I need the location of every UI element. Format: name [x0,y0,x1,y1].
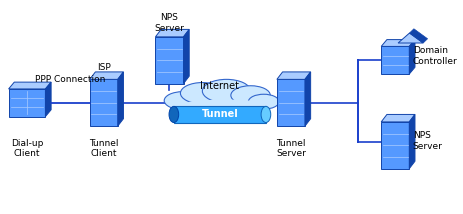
Ellipse shape [181,83,224,104]
Ellipse shape [178,100,270,112]
Polygon shape [183,29,189,84]
Polygon shape [9,82,51,89]
Text: ISP: ISP [97,63,111,72]
Ellipse shape [261,106,271,123]
Polygon shape [9,89,45,117]
Polygon shape [118,72,124,126]
Polygon shape [90,79,118,126]
Polygon shape [90,72,124,79]
Polygon shape [305,72,311,126]
Text: Tunnel: Tunnel [201,109,238,119]
Text: Dial-up
Client: Dial-up Client [11,139,43,158]
Ellipse shape [169,106,179,123]
Text: NPS
Server: NPS Server [413,131,443,151]
Text: Tunnel
Client: Tunnel Client [89,139,119,158]
Polygon shape [409,29,427,43]
Ellipse shape [202,79,250,103]
Polygon shape [381,46,409,74]
Ellipse shape [176,97,273,113]
Polygon shape [174,106,266,123]
Text: NPS
Server: NPS Server [155,13,184,33]
Polygon shape [409,40,415,74]
Ellipse shape [164,92,201,110]
Text: Internet: Internet [200,81,239,91]
Polygon shape [156,29,189,37]
Polygon shape [381,40,415,46]
Ellipse shape [231,86,270,105]
Text: Tunnel
Server: Tunnel Server [276,139,306,158]
Polygon shape [398,33,423,43]
Polygon shape [409,114,415,169]
Polygon shape [45,82,51,117]
Polygon shape [277,72,311,79]
Polygon shape [277,79,305,126]
Polygon shape [381,122,409,169]
Ellipse shape [248,94,279,109]
Polygon shape [156,37,183,84]
Text: Domain
Controller: Domain Controller [413,46,457,66]
Text: PPP Connection: PPP Connection [35,75,105,84]
Polygon shape [381,114,415,122]
